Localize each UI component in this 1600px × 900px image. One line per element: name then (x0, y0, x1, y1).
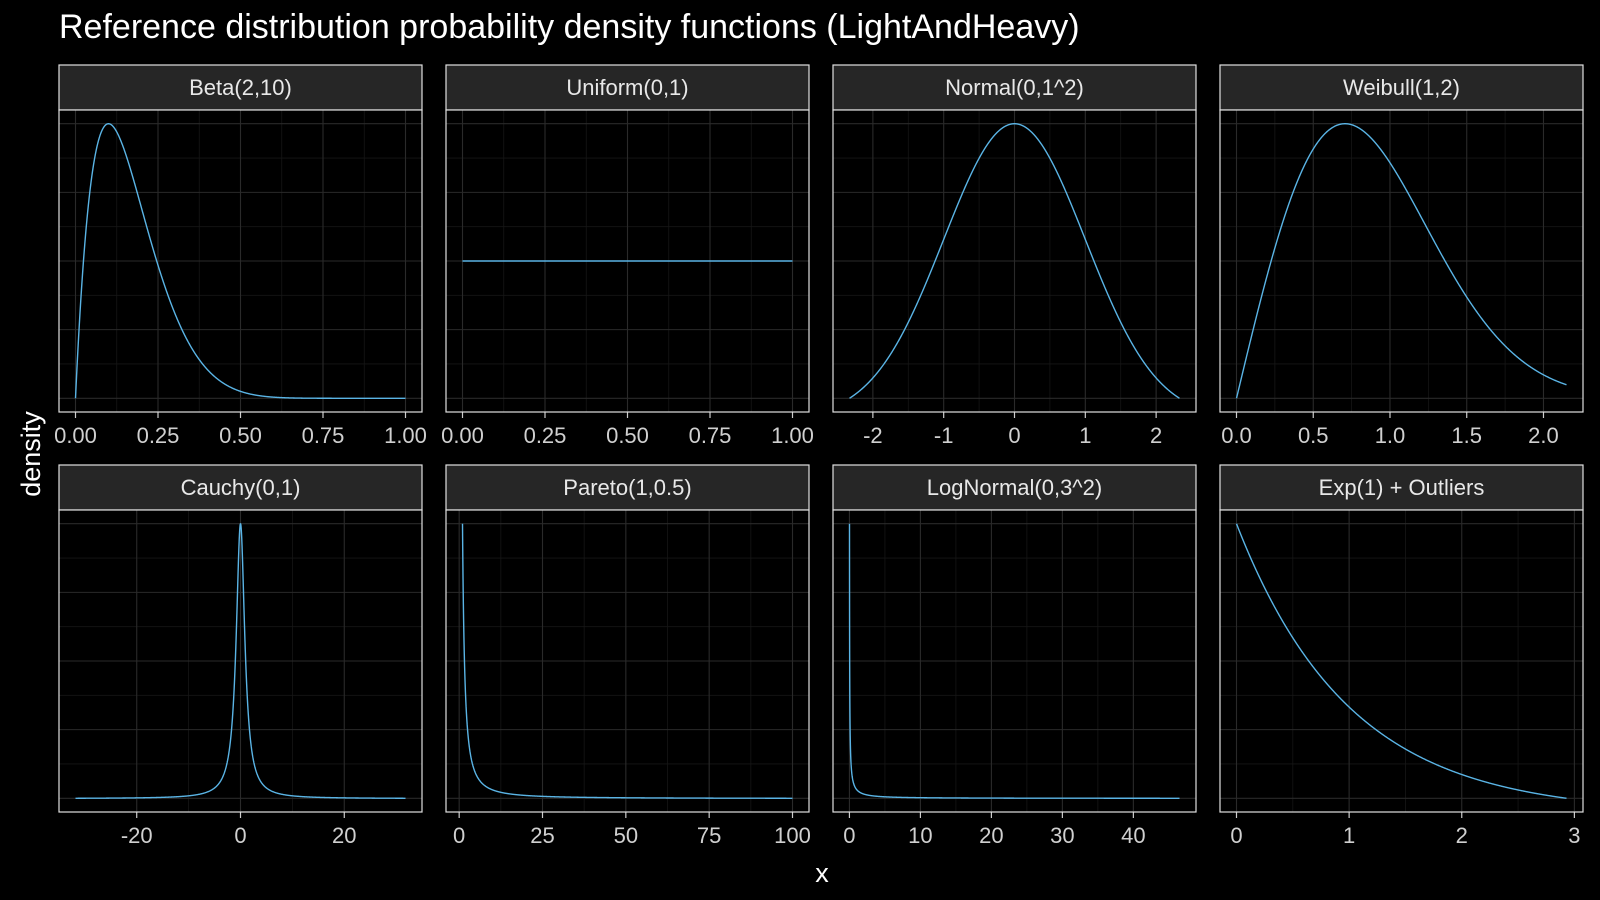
x-tick-label: 0.5 (1298, 423, 1329, 448)
facet-panel: Exp(1) + Outliers 0 1 2 3 (1219, 464, 1584, 848)
x-tick-label: -1 (934, 423, 954, 448)
facet-strip-label: Weibull(1,2) (1343, 75, 1460, 100)
x-tick-label: 100 (774, 823, 811, 848)
x-tick-label: 0.00 (441, 423, 484, 448)
x-tick-label: 25 (530, 823, 554, 848)
x-tick-label: 1 (1343, 823, 1355, 848)
x-tick-label: 0 (453, 823, 465, 848)
panel-border (445, 109, 810, 413)
x-tick-label: 0.25 (137, 423, 180, 448)
facet-panel: Uniform(0,1) 0.00 0.25 0.50 0.75 1.00 (441, 64, 814, 448)
panel-border (58, 509, 423, 813)
x-tick-label: 1.00 (771, 423, 814, 448)
x-tick-label: 1.0 (1375, 423, 1406, 448)
facet-strip-label: Pareto(1,0.5) (563, 475, 691, 500)
x-tick-label: 40 (1121, 823, 1145, 848)
facet-strip (1219, 464, 1584, 511)
panel-grid (59, 510, 422, 812)
facet-panel: Pareto(1,0.5) 0 25 50 75 100 (445, 464, 811, 848)
density-curve (75, 523, 406, 799)
panel-border (1219, 109, 1584, 413)
panel-grid (446, 510, 809, 812)
x-tick-label: 0.50 (606, 423, 649, 448)
facet-strip-label: Uniform(0,1) (566, 75, 688, 100)
panel-grid (1220, 510, 1583, 812)
x-tick-label: 1.00 (384, 423, 427, 448)
x-tick-label: 30 (1050, 823, 1074, 848)
x-tick-label: 10 (908, 823, 932, 848)
facet-strip (1219, 64, 1584, 111)
facet-strip-label: Beta(2,10) (189, 75, 292, 100)
x-tick-label: 2 (1456, 823, 1468, 848)
panel-border (58, 109, 423, 413)
x-tick-label: 50 (614, 823, 638, 848)
density-curve (461, 523, 793, 799)
y-axis-title: density (16, 411, 46, 497)
panel-border (1219, 509, 1584, 813)
density-curve (1235, 123, 1567, 399)
x-tick-label: 0 (843, 823, 855, 848)
facet-strip-label: Exp(1) + Outliers (1319, 475, 1485, 500)
facet-panel: Normal(0,1^2) -2 -1 0 1 2 (832, 64, 1197, 448)
facet-strip (445, 464, 810, 511)
panel-border (832, 509, 1197, 813)
density-curve (74, 123, 406, 399)
panel-grid (59, 110, 422, 412)
x-tick-label: 20 (979, 823, 1003, 848)
panel-border (445, 509, 810, 813)
x-axis-title: x (815, 858, 829, 888)
x-tick-label: 0.25 (524, 423, 567, 448)
density-curve (849, 123, 1180, 399)
x-tick-label: -20 (121, 823, 153, 848)
density-curve (1235, 523, 1567, 799)
facet-strip-label: Cauchy(0,1) (181, 475, 301, 500)
x-tick-label: 0.00 (54, 423, 97, 448)
facet-strip-label: Normal(0,1^2) (945, 75, 1084, 100)
chart-title: Reference distribution probability densi… (59, 8, 1080, 46)
x-tick-label: 2 (1150, 423, 1162, 448)
facet-panel: Cauchy(0,1) -20 0 20 (58, 464, 423, 848)
facet-strip-label: LogNormal(0,3^2) (927, 475, 1102, 500)
x-tick-label: 0 (1230, 823, 1242, 848)
facet-strip (445, 64, 810, 111)
facet-panel: Weibull(1,2) 0.0 0.5 1.0 1.5 2.0 (1219, 64, 1584, 448)
x-tick-label: 3 (1568, 823, 1580, 848)
panel-border (832, 109, 1197, 413)
x-tick-label: 0 (1008, 423, 1020, 448)
x-tick-label: 0.75 (689, 423, 732, 448)
x-tick-label: 0.50 (219, 423, 262, 448)
panel-grid (1220, 110, 1583, 412)
facet-strip (832, 464, 1197, 511)
facet-strip (58, 64, 423, 111)
x-tick-label: 1 (1079, 423, 1091, 448)
x-tick-label: 1.5 (1451, 423, 1482, 448)
x-tick-label: 20 (332, 823, 356, 848)
x-tick-label: -2 (863, 423, 883, 448)
facet-panel: Beta(2,10) 0.00 0.25 0.50 0.75 1.00 (54, 64, 427, 448)
x-tick-label: 0.75 (302, 423, 345, 448)
facet-panels: Beta(2,10)0.00 0.25 0.50 0.75 1.00Uniform(0,… (54, 64, 1584, 848)
x-tick-label: 0.0 (1221, 423, 1252, 448)
density-curve (848, 523, 1180, 799)
x-tick-label: 2.0 (1528, 423, 1559, 448)
x-tick-label: 0 (234, 823, 246, 848)
x-tick-label: 75 (697, 823, 721, 848)
facet-panel: LogNormal(0,3^2) 0 10 20 30 40 (832, 464, 1197, 848)
